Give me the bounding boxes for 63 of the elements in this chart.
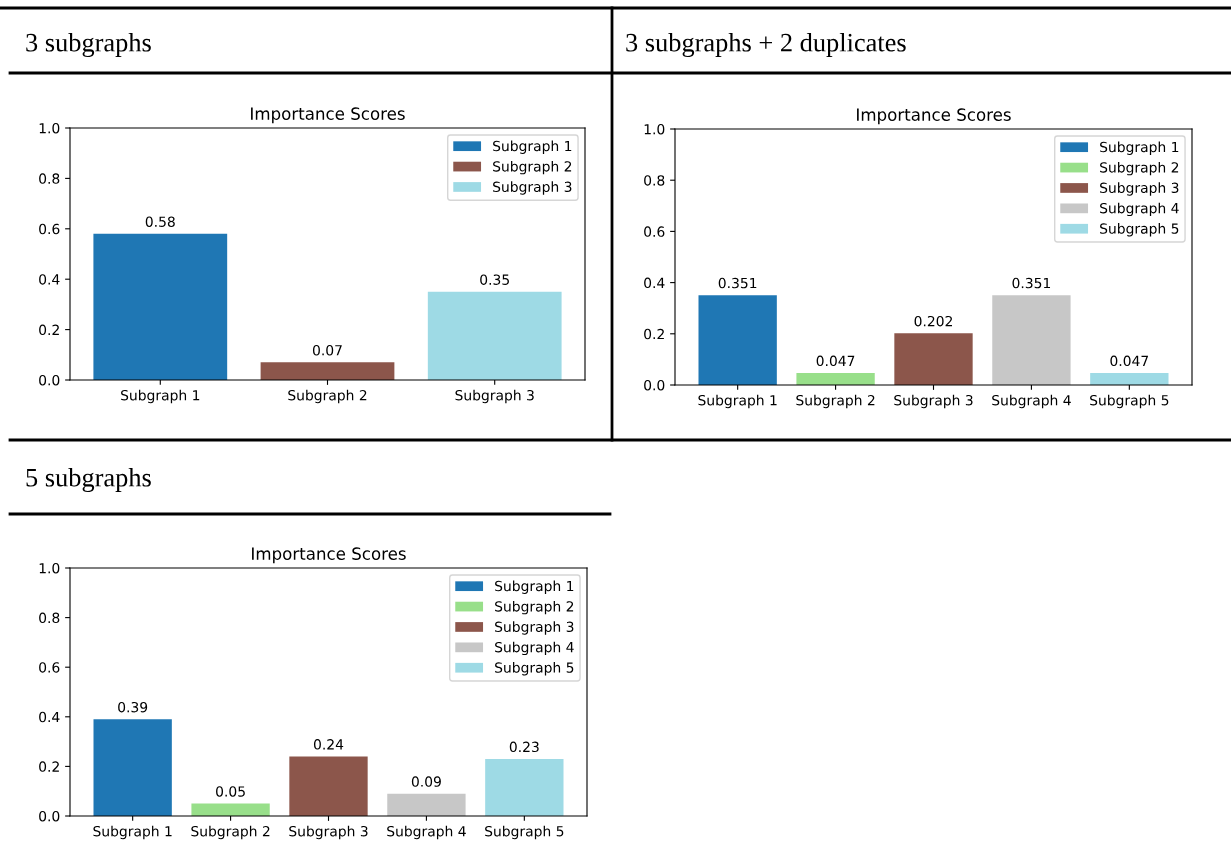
legend-label: Subgraph 4 [1100,202,1179,217]
chart-title: Importance Scores [251,107,405,124]
data-label: 0.39 [118,701,148,713]
y-tick-label: 0.4 [39,274,60,285]
chart-subtitle: 3 subgraphs [26,33,151,57]
x-tick-label: Subgraph 5 [1090,394,1169,409]
legend-label: Subgraph 3 [493,181,572,195]
x-tick-label: Subgraph 1 [93,825,172,840]
y-tick-label: 0.2 [39,761,59,772]
x-tick-label: Subgraph 1 [121,389,200,404]
data-label: 0.35 [480,274,509,285]
data-label: 0.05 [216,786,245,797]
legend-label: Subgraph 3 [1100,182,1179,196]
legend-label: Subgraph 5 [495,662,574,676]
y-tick-label: 0.2 [644,328,664,340]
chart-title: Importance Scores [857,108,1011,125]
legend-label: Subgraph 2 [495,600,574,615]
x-tick-label: Subgraph 2 [796,394,875,409]
y-tick-label: 0.0 [39,810,60,822]
data-label: 0.047 [816,355,855,367]
x-tick-label: Subgraph 4 [992,394,1071,409]
y-tick-label: 0.2 [39,324,59,336]
legend-label: Subgraph 4 [495,641,574,656]
y-tick-label: 0.4 [644,277,665,289]
y-tick-label: 1.0 [644,123,665,135]
legend-label: Subgraph 1 [495,580,574,594]
legend-label: Subgraph 2 [493,160,572,175]
legend-label: Subgraph 3 [495,621,574,635]
x-tick-label: Subgraph 1 [698,394,777,409]
x-tick-label: Subgraph 5 [485,825,564,840]
data-label: 0.24 [313,739,344,750]
y-tick-label: 0.6 [39,223,60,235]
chart-subtitle: 3 subgraphs + 2 duplicates [626,33,906,57]
legend-label: Subgraph 5 [1100,223,1179,237]
chart-title: Importance Scores [252,547,406,564]
x-tick-label: Subgraph 3 [894,394,973,409]
x-tick-label: Subgraph 4 [387,825,466,840]
x-tick-label: Subgraph 3 [289,825,368,840]
y-tick-label: 0.8 [644,175,665,186]
x-tick-label: Subgraph 3 [455,389,534,404]
data-label: 0.07 [312,345,342,356]
legend-label: Subgraph 1 [1100,141,1179,155]
y-tick-label: 0.4 [39,711,60,723]
data-label: 0.047 [1110,355,1149,367]
data-label: 0.58 [145,216,175,227]
y-tick-label: 0.6 [39,662,60,673]
data-label: 0.351 [1012,277,1051,289]
y-tick-label: 1.0 [39,562,60,574]
x-tick-label: Subgraph 2 [288,389,367,404]
data-label: 0.351 [718,277,757,289]
x-tick-label: Subgraph 2 [191,825,270,840]
y-tick-label: 0.8 [39,173,60,184]
data-label: 0.202 [914,315,952,327]
y-tick-label: 0.6 [644,226,665,237]
legend-label: Subgraph 2 [1100,161,1179,176]
chart-subtitle: 5 subgraphs [26,468,151,492]
legend-label: Subgraph 1 [493,140,572,154]
data-label: 0.23 [509,741,539,753]
data-label: 0.09 [411,776,441,787]
y-tick-label: 0.0 [39,374,60,386]
y-tick-label: 1.0 [39,122,60,134]
y-tick-label: 0.8 [39,612,60,624]
y-tick-label: 0.0 [644,379,665,391]
